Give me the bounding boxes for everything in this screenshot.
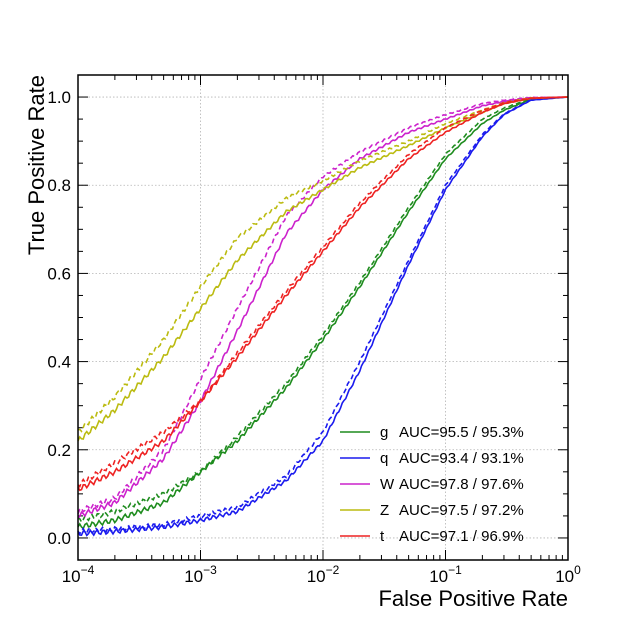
roc-curve-q-dashed [77, 96, 569, 536]
roc-curves [77, 96, 569, 537]
minor-ticks [78, 74, 568, 561]
legend-auc-q: AUC=93.4 / 93.1% [399, 450, 524, 467]
x-tick-label: 10−4 [62, 563, 95, 586]
roc-curve-W-dashed [77, 96, 569, 515]
roc-curve-q-solid [77, 96, 569, 537]
x-tick-label: 10−2 [307, 563, 340, 586]
roc-curve-t-solid [77, 96, 569, 492]
legend-label-W: W [380, 476, 395, 493]
legend: g AUC=95.5 / 95.3%q AUC=93.4 / 93.1%W AUC=9… [340, 424, 524, 545]
y-tick-label: 0.4 [47, 353, 71, 372]
y-tick-label: 0.0 [47, 529, 71, 548]
y-axis-title: True Positive Rate [24, 75, 49, 255]
legend-auc-t: AUC=97.1 / 96.9% [399, 528, 524, 545]
y-tick-label: 0.8 [47, 176, 71, 195]
roc-curve-g-solid [77, 96, 569, 530]
legend-auc-g: AUC=95.5 / 95.3% [399, 424, 524, 441]
legend-label-t: t [380, 528, 385, 545]
x-tick-labels: 10−4 10−3 10−2 10−1 100 [62, 563, 581, 586]
legend-label-g: g [380, 424, 388, 441]
legend-label-q: q [380, 450, 388, 467]
y-tick-labels: 0.0 0.2 0.4 0.6 0.8 1.0 [47, 88, 71, 548]
roc-curve-t-dashed [77, 96, 569, 488]
x-tick-label: 100 [555, 563, 581, 586]
plot-frame [77, 74, 569, 561]
legend-label-Z: Z [380, 502, 389, 519]
roc-curve-g-dashed [77, 96, 569, 524]
x-axis-title: False Positive Rate [378, 586, 568, 611]
x-tick-label: 10−3 [184, 563, 217, 586]
major-ticks [77, 75, 569, 560]
legend-auc-Z: AUC=97.5 / 97.2% [399, 502, 524, 519]
y-tick-label: 0.2 [47, 441, 71, 460]
y-tick-label: 1.0 [47, 88, 71, 107]
y-tick-label: 0.6 [47, 264, 71, 283]
x-tick-label: 10−1 [429, 563, 462, 586]
legend-auc-W: AUC=97.8 / 97.6% [399, 476, 524, 493]
